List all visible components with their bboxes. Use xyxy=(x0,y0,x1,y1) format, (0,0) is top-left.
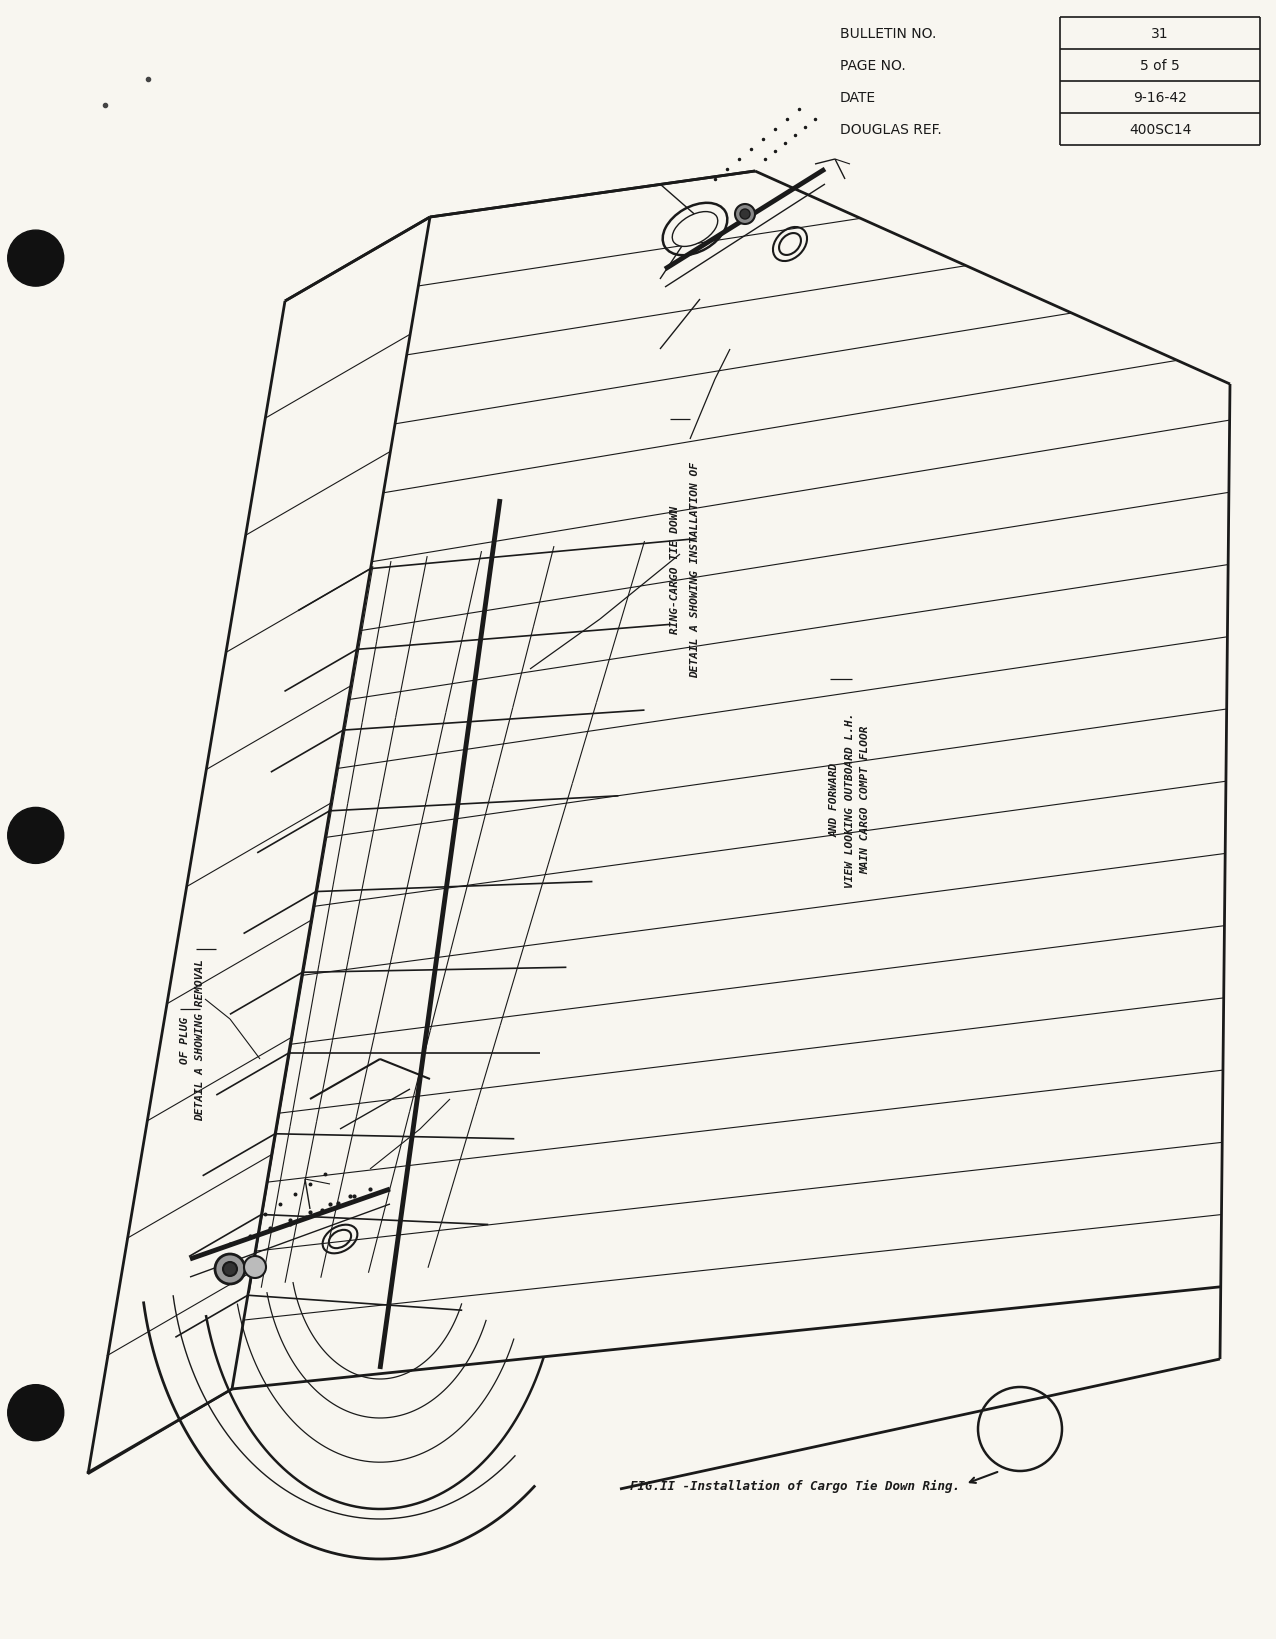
Text: OF PLUG: OF PLUG xyxy=(180,1016,190,1064)
Circle shape xyxy=(214,1254,245,1285)
Text: AND FORWARD: AND FORWARD xyxy=(829,762,840,836)
Text: 5 of 5: 5 of 5 xyxy=(1141,59,1180,74)
Circle shape xyxy=(223,1262,237,1277)
Circle shape xyxy=(735,205,755,225)
Text: FIG.II -Installation of Cargo Tie Down Ring.: FIG.II -Installation of Cargo Tie Down R… xyxy=(630,1478,960,1491)
Text: 9-16-42: 9-16-42 xyxy=(1133,90,1187,105)
Text: DETAIL A SHOWING REMOVAL: DETAIL A SHOWING REMOVAL xyxy=(195,959,205,1121)
Text: BULLETIN NO.: BULLETIN NO. xyxy=(840,26,937,41)
Ellipse shape xyxy=(672,213,718,247)
Text: MAIN CARGO COMPT FLOOR: MAIN CARGO COMPT FLOOR xyxy=(860,726,870,874)
Circle shape xyxy=(8,1385,64,1441)
Text: RING-CARGO TIE DOWN: RING-CARGO TIE DOWN xyxy=(670,505,680,634)
Text: 400SC14: 400SC14 xyxy=(1129,123,1192,138)
Circle shape xyxy=(8,808,64,864)
Text: DOUGLAS REF.: DOUGLAS REF. xyxy=(840,123,942,138)
Text: 31: 31 xyxy=(1151,26,1169,41)
Text: PAGE NO.: PAGE NO. xyxy=(840,59,906,74)
Circle shape xyxy=(740,210,750,220)
Text: VIEW LOOKING OUTBOARD L.H.: VIEW LOOKING OUTBOARD L.H. xyxy=(845,711,855,887)
Circle shape xyxy=(8,231,64,287)
Circle shape xyxy=(244,1255,265,1278)
Text: DATE: DATE xyxy=(840,90,877,105)
Text: DETAIL A SHOWING INSTALLATION OF: DETAIL A SHOWING INSTALLATION OF xyxy=(690,462,701,677)
